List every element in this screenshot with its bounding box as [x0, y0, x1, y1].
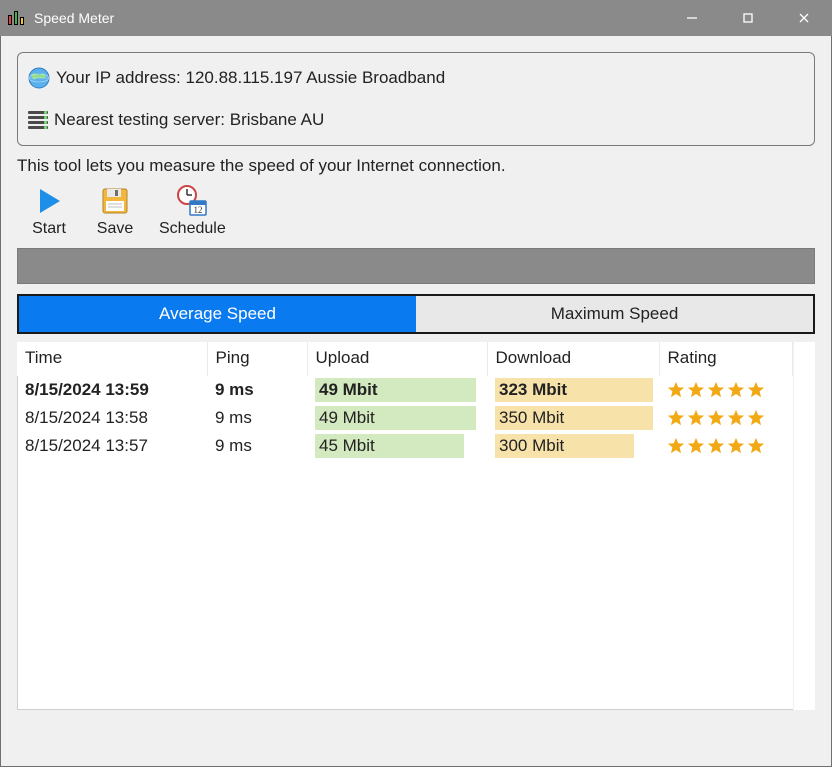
minimize-icon: [685, 11, 699, 25]
start-button[interactable]: Start: [27, 184, 71, 238]
col-download-header[interactable]: Download: [487, 342, 659, 376]
star-icon: [747, 409, 765, 427]
star-icon: [727, 409, 745, 427]
col-ping-header[interactable]: Ping: [207, 342, 307, 376]
app-icon: [8, 9, 26, 27]
star-icon: [727, 437, 745, 455]
cell-time: 8/15/2024 13:57: [17, 432, 207, 460]
cell-ping: 9 ms: [207, 404, 307, 432]
results-table-container: Time Ping Upload Download Rating 8/15/20…: [17, 342, 815, 710]
calendar-clock-icon: 12: [175, 184, 209, 218]
star-icon: [747, 437, 765, 455]
description-text: This tool lets you measure the speed of …: [9, 154, 823, 182]
cell-rating: [659, 376, 793, 404]
cell-rating: [659, 404, 793, 432]
ip-row: Your IP address: 120.88.115.197 Aussie B…: [28, 63, 804, 93]
cell-ping: 9 ms: [207, 432, 307, 460]
maximize-icon: [741, 11, 755, 25]
save-label: Save: [97, 220, 133, 238]
col-rating-header[interactable]: Rating: [659, 342, 793, 376]
table-row[interactable]: 8/15/2024 13:579 ms45 Mbit300 Mbit: [17, 432, 793, 460]
table-row[interactable]: 8/15/2024 13:599 ms49 Mbit323 Mbit: [17, 376, 793, 404]
star-icon: [707, 409, 725, 427]
server-row: Nearest testing server: Brisbane AU: [28, 105, 804, 135]
cell-time: 8/15/2024 13:59: [17, 376, 207, 404]
progress-bar: [17, 248, 815, 284]
star-icon: [727, 381, 745, 399]
table-row[interactable]: 8/15/2024 13:589 ms49 Mbit350 Mbit: [17, 404, 793, 432]
star-icon: [687, 437, 705, 455]
star-icon: [707, 437, 725, 455]
star-icon: [707, 381, 725, 399]
server-text: Nearest testing server: Brisbane AU: [54, 110, 324, 130]
star-icon: [687, 409, 705, 427]
tab-maximum-speed[interactable]: Maximum Speed: [416, 296, 813, 332]
maximize-button[interactable]: [720, 0, 776, 36]
window-title: Speed Meter: [34, 10, 114, 26]
play-icon: [32, 184, 66, 218]
close-icon: [797, 11, 811, 25]
close-button[interactable]: [776, 0, 832, 36]
ip-text: Your IP address: 120.88.115.197 Aussie B…: [56, 68, 445, 88]
star-icon: [667, 381, 685, 399]
cell-upload: 49 Mbit: [307, 376, 487, 404]
star-icon: [667, 409, 685, 427]
cell-upload: 45 Mbit: [307, 432, 487, 460]
col-upload-header[interactable]: Upload: [307, 342, 487, 376]
results-table: Time Ping Upload Download Rating 8/15/20…: [17, 342, 793, 460]
cell-download: 323 Mbit: [487, 376, 659, 404]
schedule-button[interactable]: 12 Schedule: [159, 184, 226, 238]
svg-text:12: 12: [194, 205, 203, 215]
globe-icon: [28, 67, 50, 89]
floppy-icon: [98, 184, 132, 218]
save-button[interactable]: Save: [93, 184, 137, 238]
info-panel: Your IP address: 120.88.115.197 Aussie B…: [17, 52, 815, 146]
cell-upload: 49 Mbit: [307, 404, 487, 432]
col-time-header[interactable]: Time: [17, 342, 207, 376]
cell-rating: [659, 432, 793, 460]
minimize-button[interactable]: [664, 0, 720, 36]
schedule-label: Schedule: [159, 220, 226, 238]
start-label: Start: [32, 220, 66, 238]
tab-average-speed[interactable]: Average Speed: [19, 296, 416, 332]
cell-download: 350 Mbit: [487, 404, 659, 432]
cell-download: 300 Mbit: [487, 432, 659, 460]
cell-time: 8/15/2024 13:58: [17, 404, 207, 432]
cell-ping: 9 ms: [207, 376, 307, 404]
star-icon: [687, 381, 705, 399]
toolbar: Start Save 12: [9, 182, 823, 244]
tabs: Average Speed Maximum Speed: [17, 294, 815, 334]
table-scroll-gutter[interactable]: [793, 342, 815, 710]
titlebar: Speed Meter: [0, 0, 832, 36]
star-icon: [667, 437, 685, 455]
star-icon: [747, 381, 765, 399]
server-icon: [28, 109, 48, 131]
